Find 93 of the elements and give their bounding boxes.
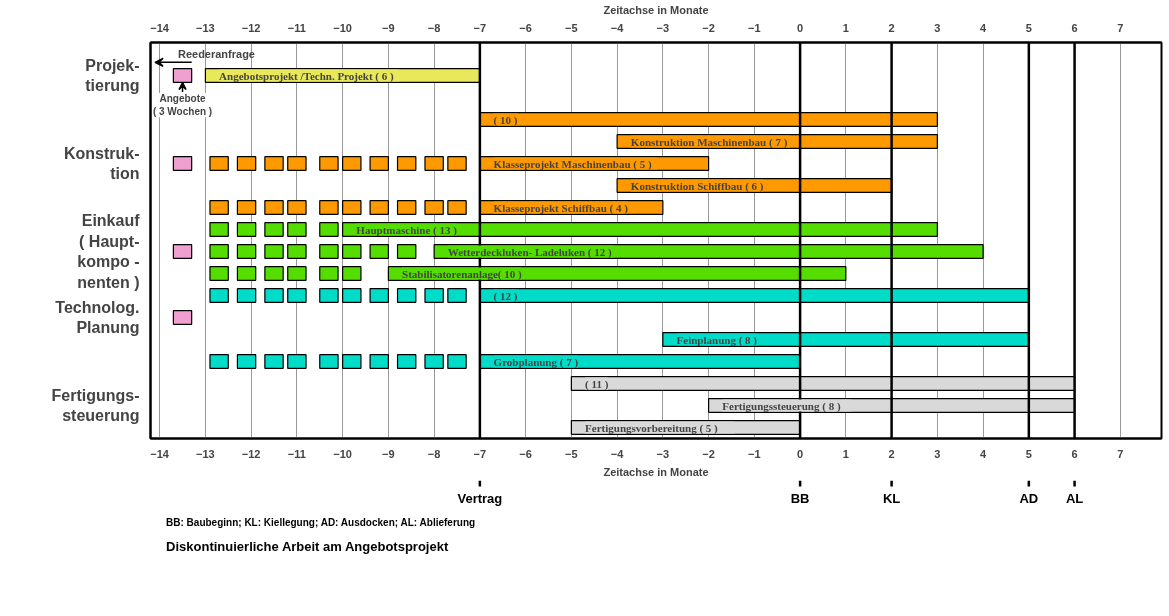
x2-tick-label: −5 [565, 447, 578, 460]
data-label: ( 10 ) [493, 113, 518, 127]
x2-tick-label: −14 [150, 447, 170, 460]
annotation: Reederanfrage [177, 48, 255, 61]
x-tick-label: −4 [610, 21, 625, 34]
bar [319, 222, 339, 237]
bar [319, 266, 339, 281]
ref-line-label: KL [882, 491, 901, 506]
x2-tick-label: −6 [519, 447, 532, 460]
x2-axis-title: Zeitachse in Monate [603, 3, 709, 16]
x2-tick-label: −3 [656, 447, 670, 460]
bar [264, 244, 284, 259]
y-tick-label: Einkauf ( Haupt- kompo - nenten ) [77, 212, 141, 291]
ref-line-label: AL [1065, 491, 1084, 506]
bar [209, 244, 229, 259]
x-tick-label: −6 [519, 21, 532, 34]
x-tick-label: −10 [333, 21, 352, 34]
bar [209, 222, 229, 237]
bar [172, 244, 193, 259]
bar [287, 222, 307, 237]
x-tick-label: −5 [565, 21, 578, 34]
x-tick-label: −9 [382, 21, 395, 34]
data-label: Angebotsprojekt /Techn. Projekt ( 6 ) [219, 69, 395, 83]
x-tick-label: −2 [702, 21, 715, 34]
bar [172, 156, 193, 171]
x2-tick-label: −4 [610, 447, 625, 460]
x-tick-label: 0 [797, 21, 804, 34]
annotation: Angebote ( 3 Wochen ) [152, 93, 213, 118]
x-tick-label: 3 [934, 21, 941, 34]
bar [209, 266, 229, 281]
bar [319, 244, 339, 259]
bar [287, 266, 307, 281]
x2-tick-label: −11 [287, 447, 306, 460]
data-label: Fertigungsvorbereitung ( 5 ) [585, 421, 719, 435]
data-label: Feinplanung ( 8 ) [676, 333, 758, 347]
x2-tick-label: −8 [427, 447, 441, 460]
x-tick-label: 5 [1025, 21, 1032, 34]
bar [236, 266, 257, 281]
data-label: ( 12 ) [493, 289, 518, 303]
data-label: Klasseprojekt Maschinenbau ( 5 ) [493, 157, 653, 171]
data-label: Klasseprojekt Schiffbau ( 4 ) [493, 201, 629, 215]
bar [172, 310, 193, 325]
bar [264, 266, 284, 281]
x2-tick-label: 0 [797, 447, 804, 460]
y-tick-label: Fertigungs- steuerung [51, 386, 140, 425]
x2-tick-label: 7 [1117, 447, 1124, 460]
data-label: Wetterdeckluken- Ladeluken ( 12 ) [447, 245, 612, 259]
y-tick-label: Projek- tierung [85, 56, 140, 95]
bar [264, 222, 284, 237]
x2-tick-label: −12 [241, 447, 261, 460]
x-tick-label: −7 [473, 21, 487, 34]
data-label: Grobplanung ( 7 ) [493, 355, 579, 369]
x2-tick-label: 2 [888, 447, 895, 460]
data-label: ( 11 ) [585, 377, 609, 391]
bar [236, 222, 257, 237]
x-tick-label: 6 [1071, 21, 1078, 34]
x2-tick-label: −10 [333, 447, 352, 460]
bar [236, 244, 257, 259]
x2-tick-label: 4 [980, 447, 988, 460]
ref-line-label: BB [790, 491, 810, 506]
x2-tick-label: 3 [934, 447, 941, 460]
x2-tick-label: −1 [748, 447, 761, 460]
x-tick-label: −13 [196, 21, 215, 34]
x2-tick-label: −2 [702, 447, 715, 460]
bar [287, 244, 307, 259]
x-tick-label: 4 [980, 21, 988, 34]
x-tick-label: −14 [150, 21, 170, 34]
ref-line-label: AD [1019, 491, 1039, 506]
x-tick-label: 1 [842, 21, 849, 34]
x2-tick-label: −7 [473, 447, 487, 460]
x-tick-label: −12 [241, 21, 261, 34]
x-axis-title: Zeitachse in Monate [603, 465, 709, 478]
x2-tick-label: 6 [1071, 447, 1078, 460]
x-tick-label: −1 [748, 21, 761, 34]
x-tick-label: −11 [287, 21, 306, 34]
x2-tick-label: 1 [842, 447, 849, 460]
data-label: Konstruktion Maschinenbau ( 7 ) [630, 135, 788, 149]
text: BB: Baubeginn; KL: Kiellegung; AD: Ausdocken; AL: Ablieferung [166, 517, 476, 528]
text: Diskontinuierliche Arbeit am Angebotsprojekt [166, 539, 449, 554]
data-label: Stabilisatorenanlage( 10 ) [402, 267, 523, 281]
ref-line-label: Vertrag [457, 491, 503, 506]
x2-tick-label: 5 [1025, 447, 1032, 460]
x-tick-label: −3 [656, 21, 670, 34]
y-tick-label: Konstruk- tion [63, 144, 140, 183]
x2-tick-label: −13 [196, 447, 215, 460]
y-tick-label: Technolog. Planung [55, 298, 140, 337]
x-tick-label: −8 [427, 21, 441, 34]
data-label: Konstruktion Schiffbau ( 6 ) [630, 179, 764, 193]
x2-tick-label: −9 [382, 447, 395, 460]
data-label: Fertigungssteuerung ( 8 ) [722, 399, 841, 413]
x-tick-label: 7 [1117, 21, 1124, 34]
x-tick-label: 2 [888, 21, 895, 34]
data-label: Hauptmaschine ( 13 ) [356, 223, 458, 237]
